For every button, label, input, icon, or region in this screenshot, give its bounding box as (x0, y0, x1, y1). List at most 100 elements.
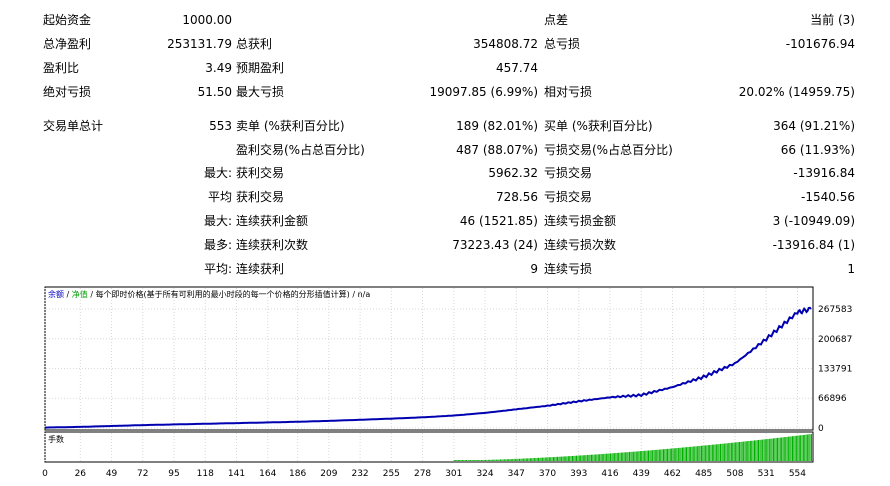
stat-value: 46 (1521.85) (459, 214, 538, 228)
volume-bar (785, 437, 787, 461)
stat-label: 交易单总计 (43, 119, 104, 133)
volume-bar (646, 450, 648, 461)
volume-bar (696, 446, 698, 461)
volume-bar (622, 452, 624, 461)
volume-bar (506, 459, 508, 461)
stat-label: 连续亏损次数 (544, 238, 617, 252)
volume-bar (748, 441, 750, 461)
volume-bar (767, 439, 769, 461)
volume-bar (603, 453, 605, 461)
stat-value: 当前 (3) (810, 13, 855, 27)
volume-bar (464, 460, 466, 461)
volume-bar (576, 455, 577, 461)
stat-label: 总净盈利 (43, 37, 92, 51)
volume-bar (782, 437, 784, 461)
stat-label: 点差 (544, 13, 569, 27)
stat-value: 9 (530, 262, 538, 276)
volume-bar (547, 457, 549, 461)
volume-bar (730, 442, 732, 461)
volume-bar (687, 447, 689, 461)
x-tick-label: 485 (695, 469, 712, 479)
stat-label: 卖单 (%获利百分比) (236, 119, 345, 133)
volume-bar (501, 459, 503, 461)
volume-bar (521, 458, 523, 461)
volume-bar (653, 450, 655, 461)
volume-bar (639, 451, 641, 461)
volume-bar (519, 458, 520, 461)
stat-value: 20.02% (14959.75) (738, 85, 855, 99)
volume-bar (510, 459, 512, 461)
volume-bar (495, 459, 497, 461)
stat-value: 19097.85 (6.99%) (429, 85, 538, 99)
volume-bar (710, 444, 712, 461)
volume-bar (578, 455, 580, 461)
volume-bar (745, 441, 747, 461)
volume-bar (808, 434, 810, 461)
volume-bar (804, 434, 806, 461)
stat-value: 457.74 (496, 61, 538, 75)
volume-bar (695, 446, 697, 461)
stat-value: 253131.79 (167, 37, 232, 51)
volume-bar (759, 439, 761, 461)
stat-label: 亏损交易(%占总百分比) (544, 143, 673, 157)
stat-label: 连续亏损 (544, 262, 593, 276)
volume-bar (614, 453, 616, 461)
volume-bar (536, 457, 538, 461)
volume-bar (494, 459, 496, 461)
volume-bar (638, 451, 640, 461)
volume-bar (715, 444, 717, 461)
volume-bar (680, 447, 682, 461)
volume-bar (675, 448, 677, 461)
y-tick-label: 267583 (818, 305, 852, 315)
volume-bar (456, 460, 458, 461)
volume-bar (778, 437, 780, 461)
volume-bar (468, 460, 470, 461)
balance-line (44, 306, 812, 429)
volume-bar (618, 452, 620, 461)
stat-label: 连续获利 (236, 262, 285, 276)
volume-bar (569, 456, 571, 461)
x-tick-label: 232 (351, 469, 368, 479)
stat-label: 最大亏损 (236, 85, 285, 99)
volume-bar (677, 447, 679, 461)
volume-bar (705, 445, 707, 461)
volume-bar (667, 448, 668, 461)
volume-bar (747, 441, 749, 461)
y-tick-label: 200687 (818, 335, 852, 345)
volume-bar (508, 459, 510, 461)
stat-label: 绝对亏损 (43, 85, 92, 99)
volume-bar (467, 460, 469, 461)
volume-bar (801, 435, 803, 461)
x-tick-label: 186 (289, 469, 306, 479)
stat-label: 连续亏损金额 (544, 214, 617, 228)
volume-bar (497, 459, 499, 461)
stat-label: 总获利 (236, 37, 273, 51)
volume-bar (555, 456, 557, 461)
volume-bar (717, 444, 719, 461)
y-tick-label: 0 (818, 424, 824, 434)
volume-bar (660, 449, 662, 461)
volume-bar (476, 460, 478, 461)
volume-bar (588, 454, 590, 461)
volume-bar (516, 458, 518, 461)
volume-bar (668, 448, 670, 461)
volume-bar (645, 450, 647, 461)
volume-bar (455, 460, 457, 461)
volume-bar (600, 454, 602, 461)
volume-bar (774, 438, 776, 461)
volume-bar (724, 443, 726, 461)
volume-bar (739, 442, 740, 461)
volume-bar (758, 440, 759, 461)
volume-bar (684, 447, 686, 461)
volume-bar (798, 435, 800, 461)
volume-bar (794, 435, 796, 461)
legend-rest: / 每个即时价格(基于所有可利用的最小时段的每一个价格的分形插值计算) / n/… (88, 289, 371, 299)
volume-bar (626, 452, 628, 461)
volume-bar (726, 443, 728, 461)
volume-bar (566, 456, 568, 461)
volume-bar (642, 450, 644, 461)
volume-bar (691, 446, 693, 461)
volume-bar (504, 459, 506, 461)
volume-bar (701, 445, 702, 461)
stat-value: 364 (91.21%) (773, 119, 855, 133)
